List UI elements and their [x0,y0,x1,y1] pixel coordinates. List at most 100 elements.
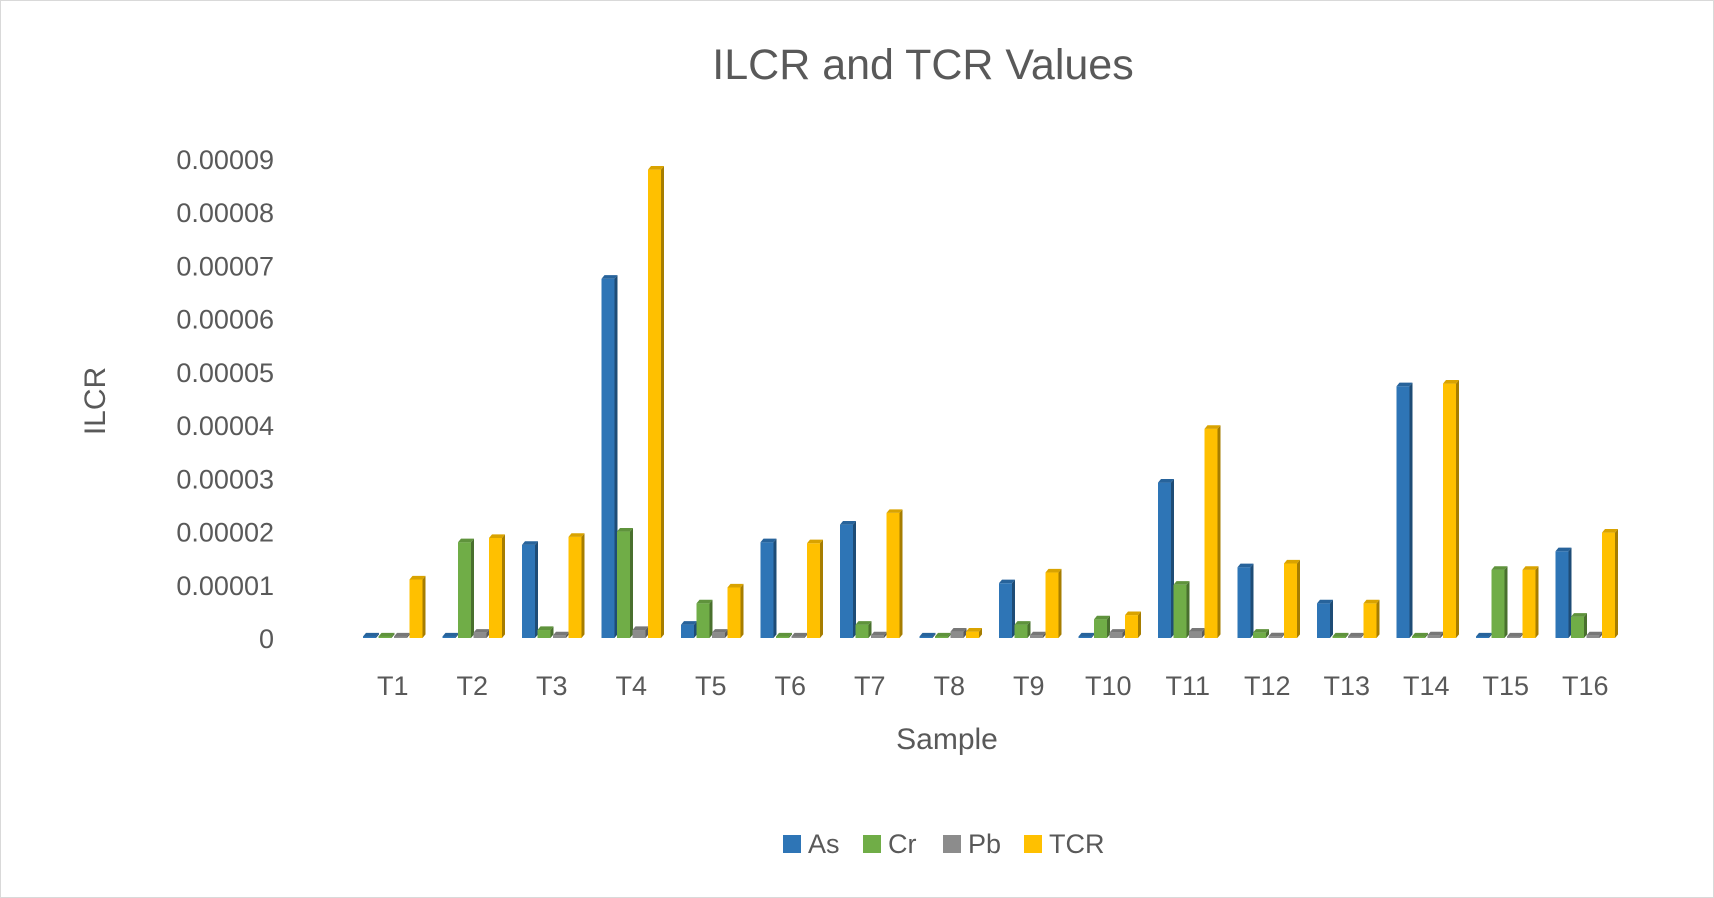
bar-Pb-T7 [871,631,887,638]
bar-top [1014,621,1031,625]
bar-front [1125,615,1138,638]
bar-front [1268,636,1282,638]
bar-side [1281,632,1285,638]
bar-side [884,631,887,638]
bar-front [1253,632,1266,638]
bar-side [979,628,982,638]
bar-Cr-T9 [1014,621,1031,638]
bar-top [840,521,856,525]
bar-top [886,509,903,513]
bar-side [1599,631,1603,638]
bar-top [1284,559,1300,564]
x-tick-label: T5 [695,671,727,701]
y-tick-label: 0.00001 [176,571,274,601]
bar-front [1348,636,1361,638]
bar-Pb-T15 [1507,632,1523,638]
bar-front [1602,532,1615,638]
bar-TCR-T4 [648,166,664,639]
bar-top [394,632,410,637]
bar-As-T9 [999,579,1015,638]
bar-top [1317,599,1333,604]
bar-As-T14 [1396,382,1413,638]
bar-top [1078,632,1095,637]
bar-side [407,632,410,638]
bar-front [1443,383,1456,638]
bar-Cr-T3 [537,626,554,638]
bar-top [553,631,569,636]
bar-top [1268,632,1285,637]
bar-front [1109,632,1123,638]
bar-front [601,278,615,638]
bar-front [553,635,566,638]
bar-TCR-T5 [727,583,744,638]
bar-side [1091,632,1095,638]
bar-front [1427,635,1441,638]
bar-side [1489,632,1492,638]
bar-side [391,632,395,638]
bar-front [1476,636,1489,638]
bar-TCR-T7 [886,509,903,638]
bar-front [950,631,964,638]
bar-Pb-T4 [632,626,649,638]
bar-top [632,626,649,631]
bar-TCR-T1 [409,575,426,638]
bar-side [422,575,426,638]
bar-side [1122,629,1126,638]
bar-Cr-T5 [696,599,713,638]
bar-front [1237,567,1251,638]
bar-TCR-T2 [489,534,505,638]
bar-top [1094,615,1110,620]
x-tick-label: T11 [1165,671,1210,701]
bar-side [932,632,936,638]
bar-Cr-T2 [458,538,474,638]
bar-top [1158,478,1174,483]
bar-side [1425,632,1428,638]
bar-side [694,621,697,638]
bar-Cr-T16 [1571,613,1587,638]
bar-As-T5 [681,621,697,638]
x-tick-label: T10 [1085,671,1132,701]
bar-side [535,541,538,638]
bar-top [1602,529,1618,533]
bar-side [820,539,823,638]
bar-top [696,599,713,604]
bar-front [617,531,630,638]
bar-top [473,629,490,633]
bar-front [1094,619,1107,638]
bar-front [489,537,502,638]
bar-top [378,632,395,637]
bar-front [1284,563,1297,638]
bar-top [1237,563,1254,568]
bar-As-T12 [1237,563,1254,638]
bar-side [566,631,569,638]
bar-top [1571,613,1587,617]
bar-top [489,534,505,538]
bar-top [1476,632,1492,637]
bar-front [1317,603,1330,638]
bar-top [999,579,1015,584]
bar-front [712,632,725,638]
bar-side [1615,529,1618,638]
bar-front [919,636,933,638]
bar-front [632,630,646,638]
bar-top [1507,632,1523,637]
bar-top [458,538,474,543]
bar-front [776,636,789,638]
bar-side [725,629,728,638]
bar-front [807,543,820,638]
bar-front [886,512,900,638]
bar-front [1522,569,1536,638]
bar-top [712,629,728,633]
bar-top [1348,632,1364,637]
bar-Cr-T6 [776,632,792,638]
bar-side [1012,579,1015,638]
bar-Cr-T7 [855,621,872,638]
legend-label: Pb [968,829,1001,859]
bar-As-T2 [442,632,459,638]
bar-side [1043,631,1046,638]
legend-item-TCR: TCR [1024,829,1105,859]
bar-front [840,524,853,638]
bar-side [868,621,872,638]
legend-item-Pb: Pb [943,829,1001,859]
bar-Pb-T11 [1189,628,1205,638]
